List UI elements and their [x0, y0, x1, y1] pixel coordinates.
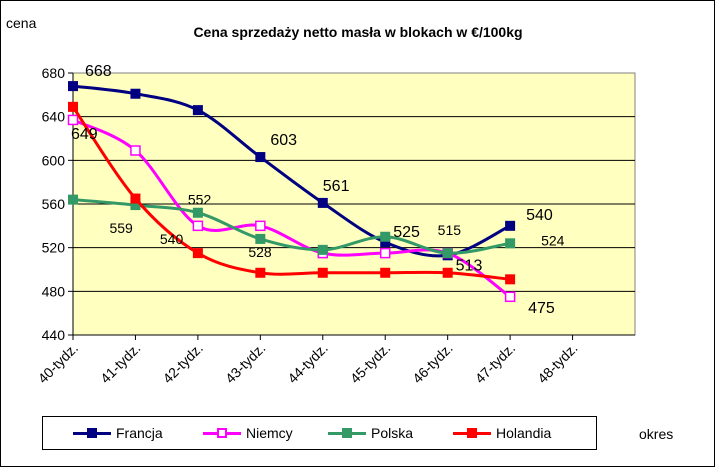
- x-tick-label: 44-tydz.: [284, 340, 331, 387]
- data-point: [130, 88, 141, 99]
- data-label: 540: [526, 207, 553, 224]
- data-label: 649: [71, 126, 98, 143]
- x-tick-label: 42-tydz.: [159, 340, 206, 387]
- data-point: [317, 244, 328, 255]
- x-tick-label: 48-tydz.: [534, 340, 581, 387]
- series-lines: [67, 81, 516, 303]
- x-tick-label: 41-tydz.: [97, 340, 144, 387]
- data-point: [380, 231, 391, 242]
- y-tick-label: 680: [42, 65, 66, 81]
- data-label: 668: [85, 63, 112, 80]
- data-point: [505, 220, 516, 231]
- data-point: [442, 248, 453, 259]
- data-point: [255, 233, 266, 244]
- x-tick-label: 43-tydz.: [222, 340, 269, 387]
- data-label: 552: [188, 192, 212, 208]
- data-point: [130, 145, 141, 156]
- data-point: [192, 248, 203, 259]
- series-line: [71, 198, 512, 255]
- data-label: 525: [393, 224, 420, 241]
- legend-item: Francja: [73, 417, 163, 449]
- data-point: [192, 105, 203, 116]
- data-point: [442, 267, 453, 278]
- legend-item: Holandia: [453, 417, 551, 449]
- data-label: 561: [323, 178, 350, 195]
- data-label: 515: [438, 222, 462, 238]
- legend-label: Holandia: [496, 425, 552, 441]
- data-point: [317, 267, 328, 278]
- data-label: 559: [109, 220, 133, 236]
- data-label: 524: [541, 232, 565, 248]
- data-point: [255, 152, 266, 163]
- data-label: 603: [270, 132, 297, 149]
- y-axis-label: cena: [6, 15, 37, 31]
- legend-swatch: [453, 426, 491, 440]
- data-point: [192, 220, 204, 232]
- legend-label: Polska: [371, 425, 414, 441]
- data-point: [68, 101, 78, 112]
- data-label: 475: [528, 300, 555, 317]
- y-tick-label: 520: [42, 240, 66, 256]
- y-tick-label: 640: [42, 109, 66, 125]
- data-label: 540: [160, 231, 184, 247]
- data-point: [504, 291, 516, 303]
- legend-label: Niemcy: [246, 425, 293, 441]
- data-point: [317, 197, 328, 208]
- y-tick-label: 600: [42, 152, 66, 168]
- legend-item: Polska: [328, 417, 413, 449]
- data-point: [505, 274, 516, 285]
- data-point: [68, 194, 78, 205]
- data-point: [130, 193, 141, 204]
- data-point: [379, 247, 391, 259]
- x-tick-label: 45-tydz.: [347, 340, 394, 387]
- legend-swatch: [203, 426, 241, 440]
- y-tick-label: 440: [42, 327, 66, 343]
- data-point: [255, 267, 266, 278]
- y-tick-label: 560: [42, 196, 66, 212]
- data-labels: 668 603 561 525 513 540 540 515 475 559 552 528 524 6…: [71, 63, 565, 317]
- x-tick-label: 47-tydz.: [472, 340, 519, 387]
- gridlines: [73, 116, 635, 292]
- x-tick-label: 46-tydz.: [409, 340, 456, 387]
- data-label: 528: [248, 244, 272, 260]
- data-point: [192, 207, 203, 218]
- data-point: [255, 220, 266, 232]
- data-point: [68, 81, 78, 92]
- y-tick-label: 480: [42, 283, 66, 299]
- legend-item: Niemcy: [203, 417, 293, 449]
- legend-label: Francja: [116, 425, 163, 441]
- data-point: [505, 238, 516, 249]
- legend-swatch: [328, 426, 366, 440]
- data-point: [380, 267, 391, 278]
- x-tick-label: 40-tydz.: [35, 340, 82, 387]
- data-label: 513: [456, 257, 483, 274]
- legend-swatch: [73, 426, 111, 440]
- x-axis-label: okres: [639, 426, 674, 442]
- legend: Francja Niemcy Polska Holandia: [42, 416, 597, 450]
- data-point: [67, 114, 79, 126]
- chart-title: Cena sprzedaży netto masła w blokach w €…: [193, 24, 522, 40]
